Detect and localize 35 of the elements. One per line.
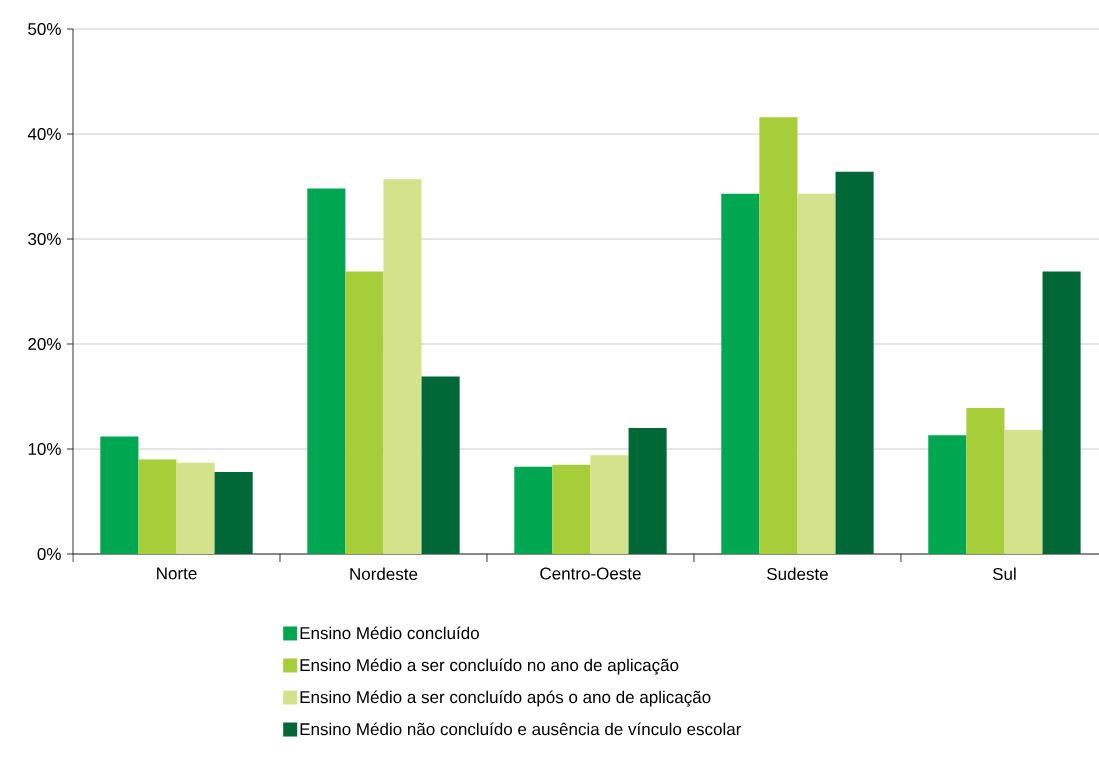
legend-label: Ensino Médio concluído	[300, 626, 479, 640]
bar	[759, 117, 798, 554]
bar	[214, 472, 253, 554]
bar	[590, 455, 629, 554]
legend-label: Ensino Médio não concluído e ausência de vínculo escolar	[300, 722, 742, 736]
bar	[1042, 271, 1081, 554]
bar	[100, 436, 139, 554]
x-tick-label: Norte	[157, 567, 197, 580]
bar	[552, 464, 591, 554]
x-tick-label: Nordeste	[350, 567, 418, 581]
bar	[514, 466, 553, 554]
x-tick-label: Sul	[992, 567, 1016, 581]
bar	[628, 428, 667, 554]
bar	[966, 408, 1005, 554]
x-tick-label: Centro-Oeste	[540, 567, 641, 580]
bar	[138, 459, 177, 554]
bar	[928, 435, 967, 554]
y-tick-label: 50%	[28, 22, 61, 36]
bar	[1004, 430, 1043, 554]
bar	[797, 193, 836, 554]
bar	[176, 462, 215, 554]
y-tick-label: 0%	[37, 547, 61, 561]
bar	[345, 271, 384, 554]
legend-label: Ensino Médio a ser concluído no ano de aplicação	[300, 658, 679, 675]
bar	[421, 376, 460, 554]
x-tick-label: Sudeste	[767, 567, 828, 581]
bar	[835, 171, 874, 554]
bar	[383, 179, 422, 554]
bar	[307, 188, 346, 554]
y-tick-label: 30%	[28, 232, 61, 246]
y-tick-label: 40%	[27, 127, 61, 141]
legend-label: Ensino Médio a ser concluído após o ano de aplicação	[300, 690, 711, 707]
y-tick-label: 10%	[28, 442, 61, 456]
y-tick-label: 20%	[28, 337, 61, 351]
bar	[721, 193, 760, 554]
